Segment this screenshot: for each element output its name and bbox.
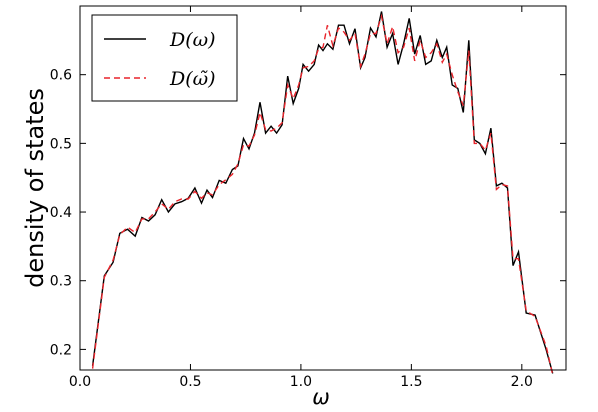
y-tick-label: 0.6 xyxy=(50,68,72,84)
x-axis-label: ω xyxy=(312,385,330,409)
series-line-2 xyxy=(91,13,554,375)
legend-box xyxy=(91,14,238,102)
y-tick-label: 0.5 xyxy=(50,136,72,152)
x-tick-label: 0.0 xyxy=(69,374,91,390)
y-tick-label: 0.2 xyxy=(50,342,72,358)
chart-marks xyxy=(91,11,554,375)
x-tick-label: 2.0 xyxy=(511,374,533,390)
y-axis-label: density of states xyxy=(21,88,49,288)
plot-frame xyxy=(79,5,567,371)
x-axis-ticks: 0.0 0.5 1.0 1.5 2.0 xyxy=(69,6,533,390)
y-tick-label: 0.4 xyxy=(50,205,72,221)
legend-label-series-2: D(ω̃) xyxy=(169,68,216,90)
x-tick-label: 1.5 xyxy=(400,374,422,390)
x-tick-label: 1.0 xyxy=(290,374,312,390)
y-tick-label: 0.3 xyxy=(50,274,72,290)
y-axis-ticks: 0.2 0.3 0.4 0.5 0.6 xyxy=(50,68,566,358)
legend: D(ω) D(ω̃) xyxy=(91,14,238,102)
legend-label-series-1: D(ω) xyxy=(169,29,216,51)
x-tick-label: 0.5 xyxy=(179,374,201,390)
